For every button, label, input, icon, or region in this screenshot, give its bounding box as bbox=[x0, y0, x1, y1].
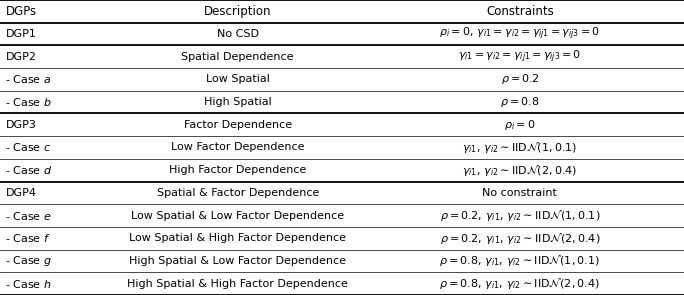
Text: High Spatial & High Factor Dependence: High Spatial & High Factor Dependence bbox=[127, 279, 348, 289]
Text: High Factor Dependence: High Factor Dependence bbox=[169, 165, 306, 175]
Text: Factor Dependence: Factor Dependence bbox=[183, 120, 292, 130]
Text: DGP2: DGP2 bbox=[5, 52, 36, 62]
Text: - Case $h$: - Case $h$ bbox=[5, 278, 52, 290]
Text: Low Spatial & High Factor Dependence: Low Spatial & High Factor Dependence bbox=[129, 233, 346, 243]
Text: $\rho = 0.8$: $\rho = 0.8$ bbox=[500, 95, 540, 109]
Text: $\gamma_{i1},\, \gamma_{i2} \sim \mathrm{IID}\mathcal{N}(1, 0.1)$: $\gamma_{i1},\, \gamma_{i2} \sim \mathrm… bbox=[462, 140, 577, 155]
Text: DGP1: DGP1 bbox=[5, 29, 36, 39]
Text: No constraint: No constraint bbox=[482, 188, 557, 198]
Text: High Spatial: High Spatial bbox=[204, 97, 272, 107]
Text: Spatial & Factor Dependence: Spatial & Factor Dependence bbox=[157, 188, 319, 198]
Text: - Case $d$: - Case $d$ bbox=[5, 164, 53, 176]
Text: $\rho = 0.2,\, \gamma_{i1},\, \gamma_{i2} \sim \mathrm{IID}\mathcal{N}(1, 0.1)$: $\rho = 0.2,\, \gamma_{i1},\, \gamma_{i2… bbox=[440, 208, 600, 223]
Text: $\rho_i = 0,\, \gamma_{i1} = \gamma_{i2} = \gamma_{ij1} = \gamma_{ij3} = 0$: $\rho_i = 0,\, \gamma_{i1} = \gamma_{i2}… bbox=[439, 26, 601, 42]
Text: DGP3: DGP3 bbox=[5, 120, 36, 130]
Text: Constraints: Constraints bbox=[486, 5, 554, 18]
Text: - Case $c$: - Case $c$ bbox=[5, 142, 52, 153]
Text: DGPs: DGPs bbox=[5, 5, 37, 18]
Text: $\rho = 0.8,\, \gamma_{i1},\, \gamma_{i2} \sim \mathrm{IID}\mathcal{N}(2, 0.4)$: $\rho = 0.8,\, \gamma_{i1},\, \gamma_{i2… bbox=[439, 276, 601, 291]
Text: $\gamma_{i1},\, \gamma_{i2} \sim \mathrm{IID}\mathcal{N}(2, 0.4)$: $\gamma_{i1},\, \gamma_{i2} \sim \mathrm… bbox=[462, 163, 577, 178]
Text: No CSD: No CSD bbox=[217, 29, 259, 39]
Text: Spatial Dependence: Spatial Dependence bbox=[181, 52, 294, 62]
Text: - Case $f$: - Case $f$ bbox=[5, 232, 51, 244]
Text: $\gamma_{i1} = \gamma_{i2} = \gamma_{ij1} = \gamma_{ij3} = 0$: $\gamma_{i1} = \gamma_{i2} = \gamma_{ij1… bbox=[458, 49, 581, 65]
Text: - Case $b$: - Case $b$ bbox=[5, 96, 52, 108]
Text: - Case $g$: - Case $g$ bbox=[5, 254, 53, 268]
Text: Low Spatial & Low Factor Dependence: Low Spatial & Low Factor Dependence bbox=[131, 211, 344, 221]
Text: Description: Description bbox=[204, 5, 272, 18]
Text: - Case $a$: - Case $a$ bbox=[5, 73, 52, 86]
Text: Low Factor Dependence: Low Factor Dependence bbox=[171, 142, 304, 153]
Text: DGP4: DGP4 bbox=[5, 188, 36, 198]
Text: $\rho = 0.2$: $\rho = 0.2$ bbox=[501, 73, 539, 86]
Text: $\rho = 0.8,\, \gamma_{i1},\, \gamma_{i2} \sim \mathrm{IID}\mathcal{N}(1, 0.1)$: $\rho = 0.8,\, \gamma_{i1},\, \gamma_{i2… bbox=[439, 253, 601, 268]
Text: $\rho = 0.2,\, \gamma_{i1},\, \gamma_{i2} \sim \mathrm{IID}\mathcal{N}(2, 0.4)$: $\rho = 0.2,\, \gamma_{i1},\, \gamma_{i2… bbox=[440, 231, 600, 246]
Text: - Case $e$: - Case $e$ bbox=[5, 209, 52, 222]
Text: Low Spatial: Low Spatial bbox=[206, 74, 269, 84]
Text: High Spatial & Low Factor Dependence: High Spatial & Low Factor Dependence bbox=[129, 256, 346, 266]
Text: $\rho_i = 0$: $\rho_i = 0$ bbox=[504, 118, 536, 132]
